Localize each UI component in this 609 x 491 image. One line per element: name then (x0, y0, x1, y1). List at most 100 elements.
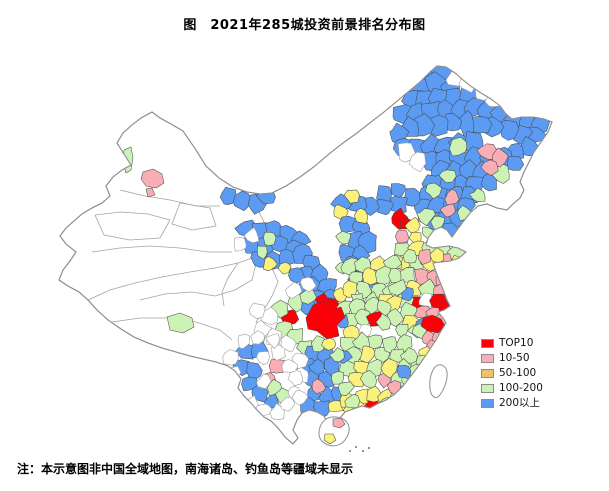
city-region-cell (233, 237, 247, 252)
city-region-cell (395, 229, 409, 244)
city-region-cell (246, 361, 263, 380)
city-region-cell (263, 256, 278, 272)
city-region-cell (256, 373, 272, 390)
city-region-cell (425, 182, 443, 200)
city-region-cell (256, 351, 270, 366)
legend-swatch-200plus (481, 398, 494, 408)
city-region-cell (284, 281, 303, 299)
highlight-region (166, 312, 195, 334)
city-region-cell (375, 265, 392, 286)
city-region-cell (390, 399, 405, 412)
city-region-cell (480, 159, 499, 176)
city-region-cell (415, 354, 432, 371)
city-region-cell (396, 365, 412, 379)
legend-label: 10-50 (499, 352, 530, 364)
city-region-cell (311, 335, 327, 353)
legend-label: TOP10 (499, 337, 534, 349)
city-region-cell (237, 333, 250, 350)
city-region-cell (408, 151, 427, 173)
city-region-cell (474, 82, 494, 101)
legend-item-100-200: 100-200 (481, 382, 543, 394)
city-region-cell (222, 349, 239, 366)
island-region-cells (323, 417, 346, 445)
islet-dot (361, 449, 365, 453)
city-region-cell (358, 323, 372, 339)
city-region-cell (413, 375, 433, 389)
highlight-region (140, 168, 165, 189)
taiwan-island (429, 364, 448, 399)
legend-swatch-50-100 (481, 368, 494, 378)
city-region-cell (389, 391, 403, 407)
city-region-cell (376, 185, 392, 202)
city-region-cell (291, 389, 309, 406)
city-region-cell (362, 267, 379, 285)
province-border-line (221, 262, 239, 307)
city-region-cells (219, 66, 550, 421)
figure-footnote: 注：本示意图非中国全域地图，南海诸岛、钓鱼岛等疆域未显示 (17, 462, 354, 476)
islet-dot (348, 449, 352, 453)
province-border-line (171, 202, 217, 231)
city-region-cell (389, 348, 406, 364)
city-region-cell (329, 347, 345, 363)
city-region-cell (250, 330, 265, 345)
city-region-cell (444, 188, 460, 206)
city-region-cell (277, 262, 292, 275)
city-region-cell (299, 276, 317, 293)
city-region-cell (327, 400, 344, 412)
city-region-cell (382, 406, 396, 419)
city-region-cell (347, 372, 367, 388)
city-region-cell (402, 248, 417, 264)
city-region-cell (417, 249, 432, 265)
city-region-cell (280, 334, 297, 352)
city-region-cell (265, 333, 281, 349)
city-region-cell (438, 169, 457, 184)
legend-label: 100-200 (499, 382, 543, 394)
legend-label: 200以上 (499, 397, 541, 409)
city-region-cell (343, 189, 360, 204)
city-region-cell (374, 403, 387, 419)
highlight-regions (122, 146, 446, 340)
mainland-outline-top (58, 65, 553, 445)
city-region-cell (359, 345, 376, 364)
islet-dot (354, 445, 358, 449)
highlight-region (305, 300, 346, 340)
city-region-cell (263, 232, 277, 247)
province-border-line (87, 255, 259, 301)
city-region-cell (287, 369, 304, 387)
city-region-cell (288, 267, 306, 284)
city-region-cell (401, 286, 414, 302)
city-region-cell (281, 359, 299, 373)
city-region-cell (416, 208, 436, 227)
province-border-line (139, 255, 259, 301)
city-region-cell (375, 313, 391, 331)
city-region-cell (404, 217, 421, 235)
map-legend: TOP10 10-50 50-100 100-200 200以上 (481, 337, 543, 409)
city-region-cell (337, 381, 355, 396)
legend-swatch-top10 (481, 338, 494, 348)
city-region-cell (429, 247, 444, 264)
city-region-cell (449, 136, 468, 157)
legend-swatch-100-200 (481, 383, 494, 393)
city-region-cell (268, 359, 285, 374)
province-border-line (91, 245, 232, 253)
city-region-cell (439, 203, 456, 218)
city-region-cell (417, 278, 436, 296)
city-region-cell (353, 208, 368, 224)
islet-dot (367, 446, 371, 450)
legend-item-10-50: 10-50 (481, 352, 543, 364)
highlight-region (332, 417, 346, 429)
legend-item-200plus: 200以上 (481, 397, 543, 409)
city-region-cell (233, 190, 253, 211)
city-region-cell (257, 245, 268, 260)
city-region-cell (469, 187, 486, 202)
province-border-line (119, 189, 220, 207)
city-region-cell (248, 302, 266, 320)
city-region-cell (278, 248, 297, 266)
city-region-cell (219, 186, 237, 205)
legend-swatch-10-50 (481, 353, 494, 363)
city-region-cell (241, 376, 259, 392)
figure-title: 图 2021年285城投资前景排名分布图 (183, 18, 426, 33)
city-region-cell (338, 215, 359, 234)
